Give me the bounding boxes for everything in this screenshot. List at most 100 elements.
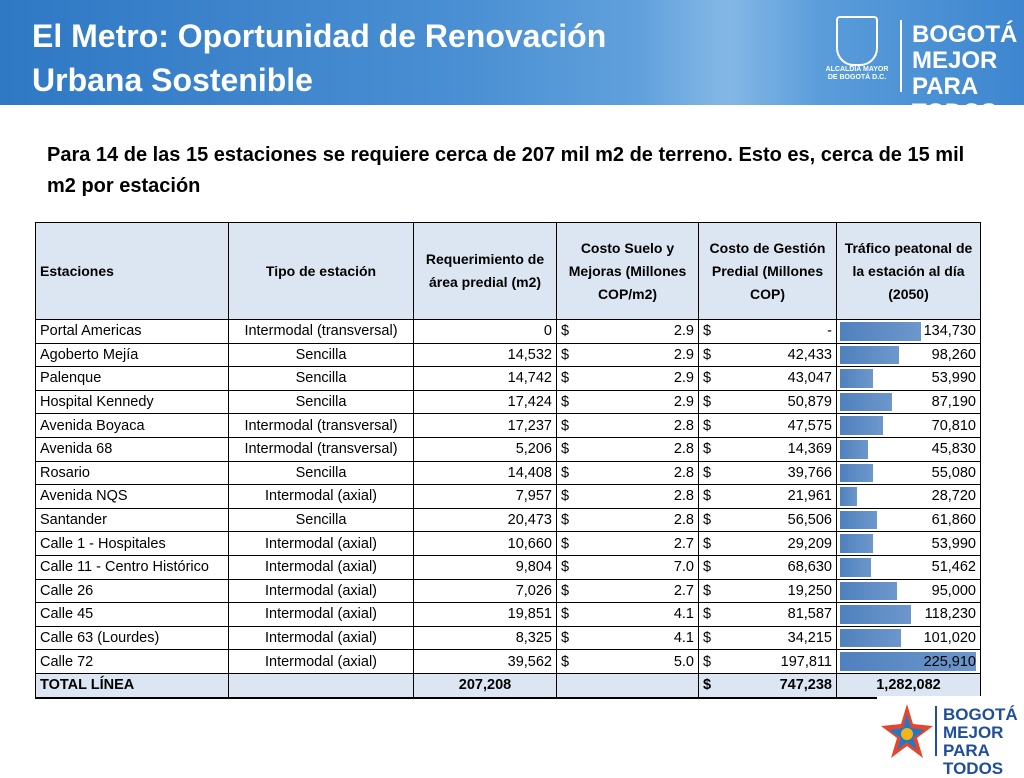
data-bar [840,322,922,341]
cost-cell: 2.9 [578,319,699,344]
station-cell: Calle 11 - Centro Histórico [35,554,229,580]
currency-cell: $ [698,484,721,509]
currency-cell: $ [556,649,579,674]
currency-cell: $ [556,602,579,627]
type-cell: Intermodal (axial) [228,625,414,651]
data-bar [840,510,878,530]
station-cell: Avenida 68 [35,436,229,462]
table-row: Avenida Boyaca Intermodal (transversal) 17… [35,413,981,438]
currency-cell: $ [556,319,579,344]
traffic-value: 53,990 [931,370,976,387]
column-header: Tipo de estación [228,222,414,320]
data-bar [840,581,898,601]
type-cell: Intermodal (axial) [228,602,414,627]
mgmt-cell: 197,811 [720,649,837,674]
traffic-value: 225,910 [923,653,976,670]
traffic-value: 61,860 [931,512,976,529]
traffic-value: 55,080 [931,464,976,481]
type-cell: Sencilla [228,366,414,391]
traffic-cell: 61,860 [836,507,981,533]
table-row: Calle 63 (Lourdes) Intermodal (axial) 8,32… [35,625,981,651]
traffic-value: 45,830 [931,441,976,458]
slide-title: El Metro: Oportunidad de Renovación Urba… [32,14,672,102]
traffic-cell: 53,990 [836,366,981,391]
type-cell: Sencilla [228,389,414,415]
cost-cell: 5.0 [578,649,699,674]
currency-cell: $ [698,389,721,415]
type-cell: Sencilla [228,507,414,533]
station-cell: Rosario [35,460,229,486]
table-row: Calle 26 Intermodal (axial) 7,026 $2.7 $19,2… [35,578,981,604]
table-row: Calle 45 Intermodal (axial) 19,851 $4.1 $81,… [35,602,981,627]
area-cell: 5,206 [413,436,557,462]
traffic-value: 53,990 [931,535,976,552]
area-cell: 0 [413,319,557,344]
currency-cell: $ [556,389,579,415]
area-cell: 7,957 [413,484,557,509]
traffic-value: 87,190 [931,394,976,411]
traffic-value: 70,810 [931,417,976,434]
data-table: Estaciones Tipo de estación Requerimiento … [35,222,981,699]
mgmt-cell: 43,047 [720,366,837,391]
station-cell: Avenida Boyaca [35,413,229,438]
total-mgmt: 747,238 [720,672,837,699]
traffic-value: 95,000 [931,582,976,599]
logo-alcaldia: ALCALDÍA MAYOR DE BOGOTÁ D.C. [825,66,889,81]
table-row: Santander Sencilla 20,473 $2.8 $56,506 61,860 [35,507,981,533]
type-cell: Intermodal (axial) [228,578,414,604]
currency-cell: $ [698,531,721,556]
traffic-cell: 55,080 [836,460,981,486]
cost-cell: 4.1 [578,625,699,651]
data-bar [840,534,873,553]
mgmt-cell: 81,587 [720,602,837,627]
data-bar [840,487,858,506]
currency-cell: $ [698,460,721,486]
mgmt-cell: 34,215 [720,625,837,651]
station-cell: Avenida NQS [35,484,229,509]
cost-cell: 2.9 [578,342,699,368]
currency-cell: $ [556,436,579,462]
mgmt-cell: 47,575 [720,413,837,438]
type-cell: Intermodal (transversal) [228,436,414,462]
traffic-cell: 28,720 [836,484,981,509]
logo-star [881,704,933,758]
traffic-cell: 70,810 [836,413,981,438]
cost-cell: 2.9 [578,366,699,391]
mgmt-cell: 21,961 [720,484,837,509]
table-row: Palenque Sencilla 14,742 $2.9 $43,047 53,990 [35,366,981,391]
cost-cell: 2.9 [578,389,699,415]
traffic-cell: 95,000 [836,578,981,604]
total-label: TOTAL LÍNEA [35,672,229,699]
area-cell: 17,237 [413,413,557,438]
station-cell: Palenque [35,366,229,391]
traffic-cell: 51,462 [836,554,981,580]
currency-cell: $ [556,366,579,391]
currency-cell: $ [698,342,721,368]
station-cell: Agoberto Mejía [35,342,229,368]
cost-cell: 2.8 [578,436,699,462]
column-header: Requerimiento de área predial (m2) [413,222,557,320]
cost-cell: 7.0 [578,554,699,580]
area-cell: 14,742 [413,366,557,391]
cost-cell: 2.8 [578,460,699,486]
station-cell: Hospital Kennedy [35,389,229,415]
traffic-value: 101,020 [923,630,976,647]
title-text: El Metro: Oportunidad de Renovación Urba… [32,18,607,98]
currency-cell: $ [556,484,579,509]
data-bar [840,439,868,459]
table-row: Hospital Kennedy Sencilla 17,424 $2.9 $50,87… [35,389,981,415]
column-header: Tráfico peatonal de la estación al día (… [836,222,981,320]
table-row: Rosario Sencilla 14,408 $2.8 $39,766 55,080 [35,460,981,486]
footer-logo-text: BOGOTÁ MEJOR PARA TODOS [943,705,1018,778]
data-bar [840,369,873,388]
table-row: Calle 11 - Centro Histórico Intermodal (a… [35,554,981,580]
traffic-cell: 118,230 [836,602,981,627]
station-cell: Calle 72 [35,649,229,674]
type-cell: Sencilla [228,342,414,368]
column-header: Costo de Gestión Predial (Millones COP) [698,222,837,320]
currency-cell: $ [698,649,721,674]
area-cell: 20,473 [413,507,557,533]
logo-bogota: BOGOTÁ MEJOR PARA TODOS [912,21,1018,126]
data-bar [840,416,883,435]
logo-separator [900,20,902,92]
